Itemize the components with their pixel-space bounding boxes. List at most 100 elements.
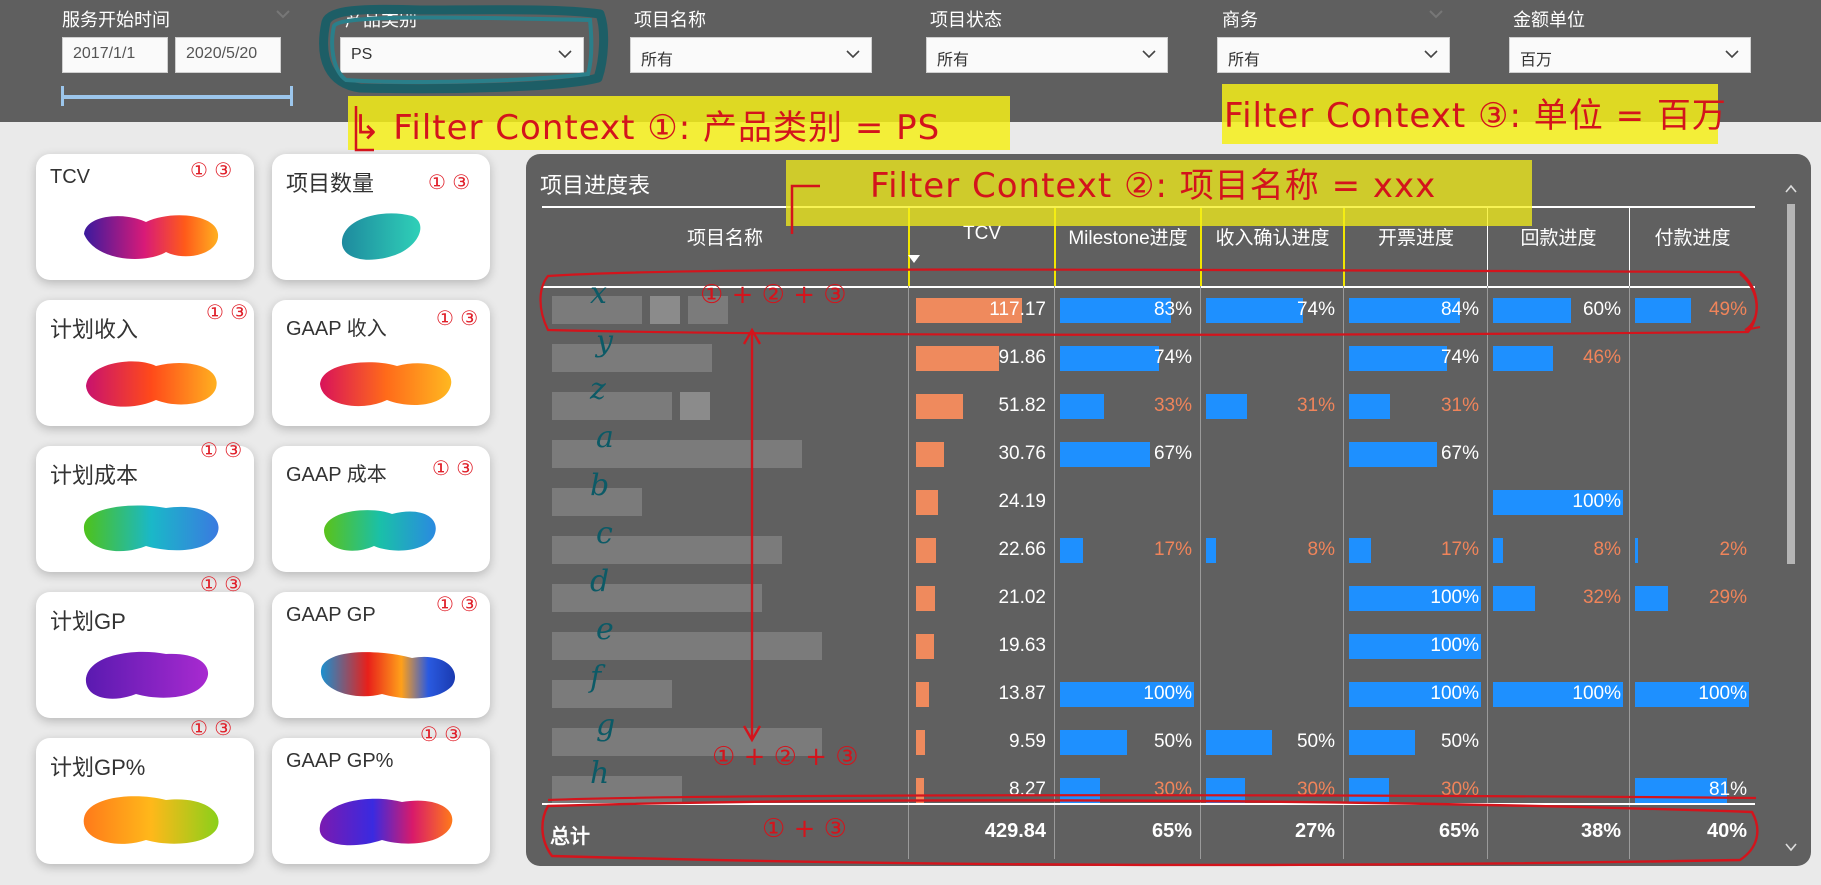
business-value: 所有	[1228, 52, 1261, 69]
start-date-input[interactable]: 2017/1/1	[62, 37, 168, 73]
progress-bar	[1206, 298, 1303, 323]
col-cell	[1487, 430, 1629, 478]
slider-end-handle[interactable]	[290, 86, 293, 106]
table-scrollbar[interactable]	[1785, 184, 1797, 854]
column-header-tcv[interactable]: TCV	[908, 208, 1054, 286]
amount-unit-select[interactable]: 百万	[1509, 37, 1751, 73]
progress-bar	[1349, 538, 1371, 563]
column-header-payment[interactable]: 付款进度	[1629, 208, 1755, 286]
col-value: 8%	[1593, 539, 1621, 560]
scroll-up-icon[interactable]	[1785, 184, 1797, 194]
column-header-invoicing[interactable]: 开票进度	[1343, 208, 1487, 286]
redacted-name-block	[552, 536, 782, 564]
total-tcv: 429.84	[984, 820, 1046, 842]
column-header-project-name[interactable]: 项目名称	[686, 228, 763, 249]
product-category-label: 产品类别	[345, 10, 417, 30]
kpi-card-planned-gp[interactable]: 计划GP	[36, 592, 254, 718]
tcv-value: 8.27	[1009, 779, 1046, 800]
tcv-cell: 30.76	[908, 430, 1054, 478]
column-header-revenue-recognition[interactable]: 收入确认进度	[1200, 208, 1343, 286]
kpi-card-gaap-gp-pct[interactable]: GAAP GP%	[272, 738, 490, 864]
kpi-card-planned-revenue[interactable]: 计划收入	[36, 300, 254, 426]
rev-cell: 50%	[1200, 718, 1343, 766]
inv-cell: 74%	[1343, 334, 1487, 382]
table-row[interactable]: 13.87 100% 100% 100% 100%	[542, 670, 1755, 718]
column-header-milestone[interactable]: Milestone进度	[1054, 208, 1200, 286]
kpi-card-planned-cost[interactable]: 计划成本	[36, 446, 254, 572]
business-select[interactable]: 所有	[1217, 37, 1450, 73]
project-name-select[interactable]: 所有	[630, 37, 872, 73]
progress-bar	[1493, 682, 1623, 707]
tcv-bar	[916, 490, 938, 515]
column-divider	[1200, 286, 1201, 803]
kpi-card-gaap-gp[interactable]: GAAP GP	[272, 592, 490, 718]
project-name-cell	[542, 670, 908, 718]
table-row[interactable]: 24.19 100%	[542, 478, 1755, 526]
col-value: 60%	[1582, 299, 1621, 320]
kpi-card-gaap-revenue[interactable]: GAAP 收入	[272, 300, 490, 426]
total-collection-cell: 38%	[1487, 805, 1629, 859]
inv-value: 100%	[1430, 587, 1479, 608]
redacted-name-block	[680, 392, 710, 420]
product-category-select[interactable]: PS	[340, 37, 584, 73]
table-row[interactable]: 19.63 100%	[542, 622, 1755, 670]
inv-value: 17%	[1440, 539, 1479, 560]
kpi-card-tcv[interactable]: TCV	[36, 154, 254, 280]
tcv-bar	[916, 634, 934, 659]
tcv-bar	[916, 346, 999, 371]
column-divider	[1629, 286, 1630, 803]
table-row[interactable]: 21.02 100% 32% 29%	[542, 574, 1755, 622]
progress-bar	[1349, 682, 1481, 707]
row-context-annotation: ① + ② + ③	[700, 280, 847, 310]
row-letter-annotation: f	[590, 660, 602, 695]
rev-value: 30%	[1296, 779, 1335, 800]
chevron-down-icon	[1429, 10, 1443, 19]
table-row[interactable]: 91.86 74% 74% 46%	[542, 334, 1755, 382]
ms-value: 50%	[1153, 731, 1192, 752]
progress-bar	[1493, 538, 1503, 563]
ms-cell: 17%	[1054, 526, 1200, 574]
column-divider	[1054, 286, 1055, 803]
table-row[interactable]: 9.59 50% 50% 50%	[542, 718, 1755, 766]
date-range-slider[interactable]	[62, 95, 292, 99]
col-value: 100%	[1572, 491, 1621, 512]
kpi-card-planned-gp-pct[interactable]: 计划GP%	[36, 738, 254, 864]
row-letter-annotation: c	[596, 516, 613, 551]
tcv-cell: 117.17	[908, 286, 1054, 334]
column-header-collection[interactable]: 回款进度	[1487, 208, 1629, 286]
ms-value: 67%	[1153, 443, 1192, 464]
column-divider	[908, 286, 909, 803]
redacted-name-block	[552, 392, 672, 420]
pay-cell	[1629, 430, 1755, 478]
kpi-title: GAAP 收入	[286, 318, 387, 340]
progress-bar	[1635, 682, 1749, 707]
table-row[interactable]: 22.66 17% 8% 17% 8% 2%	[542, 526, 1755, 574]
pay-value: 81%	[1708, 779, 1747, 800]
highlight-stroke	[348, 96, 1010, 150]
chevron-down-icon	[276, 10, 290, 19]
scroll-down-icon[interactable]	[1785, 842, 1797, 852]
table-row[interactable]: 30.76 67% 67%	[542, 430, 1755, 478]
project-name-label: 项目名称	[634, 10, 706, 30]
total-label-cell: 总计	[542, 805, 908, 859]
kpi-card-gaap-cost[interactable]: GAAP 成本	[272, 446, 490, 572]
scroll-thumb[interactable]	[1787, 204, 1795, 564]
sort-descending-icon[interactable]	[908, 255, 920, 263]
panel-title: 项目进度表	[540, 173, 651, 198]
total-revenue: 27%	[1294, 820, 1335, 842]
progress-bar	[1349, 442, 1437, 467]
inv-cell: 84%	[1343, 286, 1487, 334]
scribble-icon	[320, 652, 456, 699]
ms-cell: 50%	[1054, 718, 1200, 766]
end-date-input[interactable]: 2020/5/20	[175, 37, 281, 73]
kpi-card-project-count[interactable]: 项目数量	[272, 154, 490, 280]
pay-cell: 100%	[1629, 670, 1755, 718]
inv-cell: 17%	[1343, 526, 1487, 574]
row-letter-annotation: z	[590, 372, 606, 407]
pay-cell	[1629, 382, 1755, 430]
project-status-select[interactable]: 所有	[926, 37, 1168, 73]
project-name-cell	[542, 526, 908, 574]
slider-start-handle[interactable]	[61, 86, 64, 106]
table-row[interactable]: 51.82 33% 31% 31%	[542, 382, 1755, 430]
tcv-value: 51.82	[998, 395, 1046, 416]
